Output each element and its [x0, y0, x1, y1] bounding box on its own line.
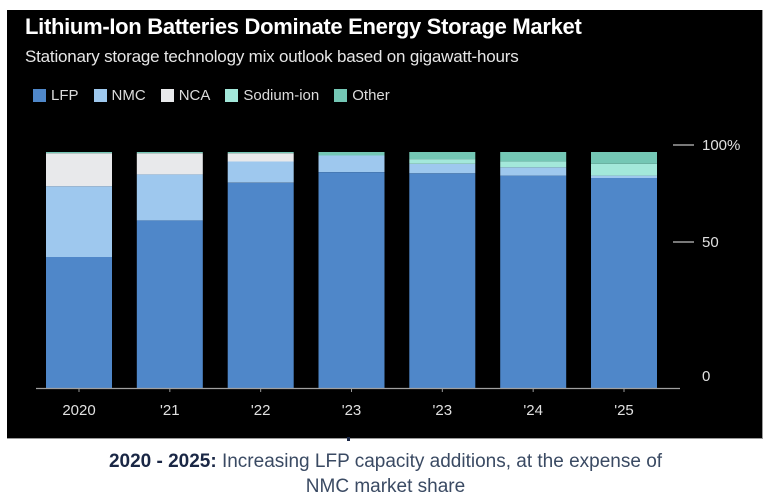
bar-segment-other-0 — [46, 152, 112, 154]
caption-marker — [347, 437, 350, 441]
y-tick-label: 0 — [702, 368, 710, 385]
bar-segment-sodium-ion-5 — [500, 161, 567, 168]
legend-swatch-sodium-ion — [225, 89, 239, 102]
bar-segment-nmc-6 — [591, 175, 657, 178]
legend-label-sodium-ion: Sodium-ion — [243, 87, 320, 104]
bar-segment-lfp-1 — [136, 220, 203, 388]
bar-segment-other-2 — [227, 152, 294, 154]
bar-segment-nmc-5 — [500, 167, 567, 176]
legend-item-sodium-ion: Sodium-ion — [225, 87, 319, 104]
x-tick-label: '21 — [160, 402, 180, 419]
x-tick-label: 2020 — [62, 402, 95, 419]
legend-label-nca: NCA — [178, 87, 211, 104]
bar-segment-nca-2 — [227, 153, 294, 162]
caption-period: 2020 - 2025: — [108, 451, 217, 472]
bar-segment-other-5 — [500, 152, 567, 162]
bar-segment-sodium-ion-6 — [591, 163, 657, 176]
y-tick-label: 100% — [702, 137, 740, 154]
legend-swatch-nca — [160, 89, 174, 102]
bar-segment-sodium-ion-4 — [409, 159, 476, 164]
x-tick-label: '24 — [523, 402, 543, 419]
bar-segment-other-4 — [409, 152, 476, 160]
bar-segment-lfp-0 — [46, 257, 112, 388]
x-tick-label: '23 — [433, 402, 453, 419]
y-tick-label: 50 — [702, 234, 719, 251]
bar-segment-nca-1 — [136, 153, 203, 175]
bar-segment-nmc-0 — [46, 186, 112, 257]
plot-area: 2020 '21 '22 '23 '23 '24 '25 100% 50 0 — [36, 137, 740, 419]
bar-segment-other-1 — [136, 152, 203, 154]
bar-segment-nmc-2 — [227, 161, 294, 183]
chart-title: Lithium-Ion Batteries Dominate Energy St… — [25, 14, 582, 39]
bar-segment-nca-0 — [46, 153, 112, 187]
legend-swatch-other — [334, 89, 348, 102]
bar-segment-other-3 — [318, 152, 385, 156]
bar-segment-nmc-3 — [318, 155, 385, 172]
caption: 2020 - 2025: Increasing LFP capacity add… — [0, 449, 771, 499]
bar-segment-nmc-4 — [409, 163, 476, 174]
caption-text: Increasing LFP capacity additions, at th… — [216, 451, 663, 472]
bars-group — [46, 152, 657, 388]
legend-label-lfp: LFP — [51, 87, 79, 104]
chart-subtitle: Stationary storage technology mix outloo… — [25, 47, 519, 66]
legend-item-lfp: LFP — [33, 87, 79, 104]
legend-item-nmc: NMC — [93, 87, 146, 104]
bar-segment-nmc-1 — [136, 174, 203, 221]
bar-segment-lfp-4 — [409, 173, 476, 388]
bar-segment-lfp-2 — [227, 182, 294, 388]
caption-text-line2: NMC market share — [305, 476, 466, 497]
bar-segment-lfp-6 — [591, 178, 657, 388]
bar-segment-lfp-5 — [500, 175, 567, 388]
x-tick-label: '23 — [342, 402, 362, 419]
bar-segment-other-6 — [591, 152, 657, 164]
bar-segment-lfp-3 — [318, 172, 385, 388]
legend-item-nca: NCA — [160, 87, 211, 104]
x-tick-label: '25 — [614, 402, 634, 419]
legend-item-other: Other — [334, 87, 390, 104]
legend-label-other: Other — [352, 87, 390, 104]
legend-label-nmc: NMC — [111, 87, 146, 104]
legend-swatch-nmc — [93, 89, 107, 102]
legend-swatch-lfp — [33, 89, 46, 102]
x-tick-label: '22 — [251, 402, 271, 419]
axes-group: 2020 '21 '22 '23 '23 '24 '25 100% 50 0 — [36, 137, 740, 419]
legend: LFP NMC NCA Sodium-ion Other — [33, 87, 390, 104]
